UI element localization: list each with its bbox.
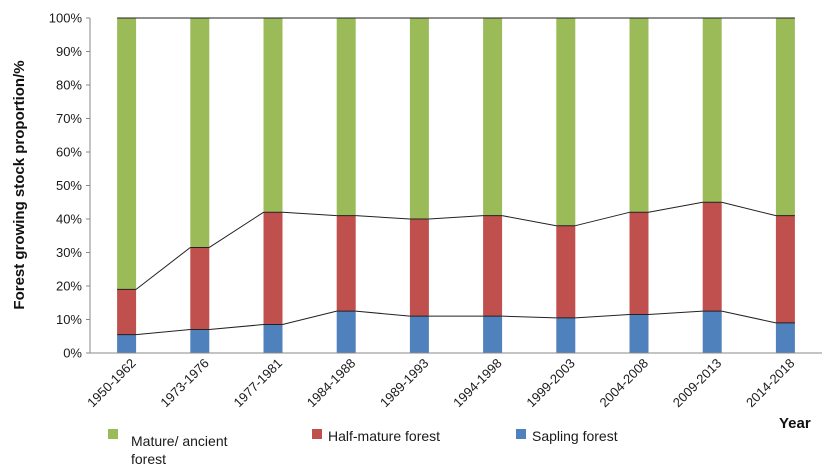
y-tick-label: 20% [56,279,82,294]
legend-swatch [312,429,322,439]
axes [89,18,822,354]
legend-swatch [108,429,118,439]
y-tick-label: 100% [49,11,83,26]
y-tick-label: 0% [63,346,82,361]
bar-segment [409,18,429,219]
bar-segment [336,215,356,312]
x-tick-label: 2009-2013 [670,356,725,411]
x-tick-label: 1994-1998 [450,356,505,411]
x-tick-label: 1999-2003 [523,356,578,411]
y-tick-label: 50% [56,178,82,193]
series-connector-line [575,313,630,319]
series-connector-line [282,310,337,326]
series-connector-line [502,315,557,319]
bar-segment [336,311,356,353]
bar-segment [775,215,795,323]
series-connector-line [209,324,264,331]
connector-lines [117,17,795,336]
series-connector-line [355,215,410,220]
x-axis-title: Year [779,415,811,432]
bar-segment [190,329,210,353]
bar-segment [190,247,210,330]
y-axis-ticks: 0% 10% 20% 30% 40% 50% 60% 70% 80% 90% 100% [49,11,90,361]
y-tick-label: 70% [56,111,82,126]
y-tick-label: 90% [56,44,82,59]
y-tick-label: 40% [56,212,82,227]
bar-segment [775,322,795,353]
bar-segment [483,316,503,353]
series-connector-line [648,310,703,315]
bar-segment [117,289,137,335]
bar-segment [629,212,649,315]
series-connector-line [721,201,777,217]
bar-segment [263,18,283,213]
bar-segment [556,225,576,318]
series-connector-line [282,211,337,217]
bar-segment [117,334,137,353]
bar-segment [336,18,356,216]
y-tick-label: 80% [56,78,82,93]
bar-segment [629,18,649,213]
legend-label: Sapling forest [532,428,618,444]
bar-segment [702,311,722,353]
bar-segment [263,324,283,353]
bar-segment [483,18,503,216]
series-connector-line [136,329,191,336]
bar-segment [190,18,210,248]
series-connector-line [721,310,777,324]
series-connector-line [355,310,410,317]
bar-segment [629,314,649,353]
y-tick-label: 10% [56,312,82,327]
x-tick-label: 2014-2018 [743,356,798,411]
bar-segment [409,316,429,353]
legend-label: Half-mature forest [328,428,440,444]
bars [117,18,795,353]
legend-label: Mature/ ancient forest [131,433,228,467]
bar-segment [775,18,795,216]
x-tick-label: 1950-1962 [84,356,139,411]
series-connector-line [648,201,703,213]
series-connector-line [209,211,264,248]
bar-segment [702,18,722,203]
y-tick-label: 60% [56,145,82,160]
bar-segment [483,215,503,317]
legend-swatch [516,429,526,439]
bar-segment [117,18,137,290]
x-axis-ticks: 1950-1962 1973-1976 1977-1981 1984-1988 1989… [84,356,797,411]
x-tick-label: 1989-1993 [377,356,432,411]
series-connector-line [428,215,484,220]
x-tick-label: 1984-1988 [304,356,359,411]
y-axis-title: Forest growing stock proportion/% [11,60,28,309]
bar-segment [263,212,283,325]
bar-segment [409,219,429,317]
legend: Mature/ ancient forest Half-mature forest S… [108,428,618,467]
bar-segment [702,202,722,312]
x-tick-label: 2004-2008 [597,356,652,411]
x-tick-label: 1977-1981 [231,356,286,411]
x-tick-label: 1973-1976 [157,356,212,411]
bar-segment [556,18,576,226]
series-connector-line [575,211,630,227]
bar-segment [556,317,576,353]
y-tick-label: 30% [56,245,82,260]
series-connector-line [502,215,557,227]
series-connector-line [135,247,191,290]
